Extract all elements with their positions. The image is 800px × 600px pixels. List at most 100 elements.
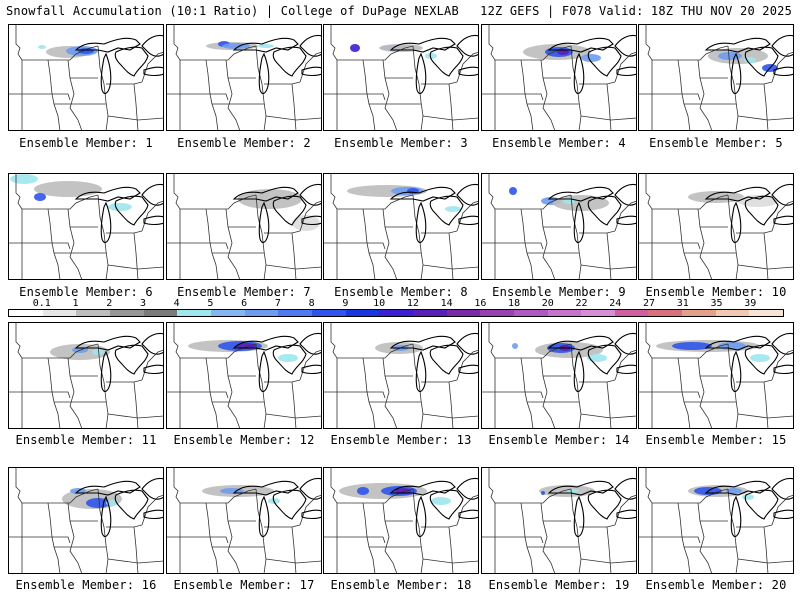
state-boundary xyxy=(225,357,241,429)
snowfall-area xyxy=(718,52,742,60)
member-caption-14: Ensemble Member: 14 xyxy=(488,433,630,447)
snowfall-map xyxy=(8,322,164,429)
snowfall-area xyxy=(688,191,744,203)
member-caption-10: Ensemble Member: 10 xyxy=(645,285,787,299)
great-lakes-shoreline xyxy=(547,335,614,351)
state-boundary xyxy=(540,59,556,131)
state-boundary xyxy=(180,343,257,359)
state-boundary xyxy=(15,173,23,280)
state-boundary xyxy=(382,502,398,574)
state-boundary xyxy=(107,264,164,270)
state-boundary xyxy=(422,558,479,564)
map-frame xyxy=(638,467,794,574)
snowfall-area xyxy=(567,489,579,493)
legend-swatch xyxy=(143,310,178,316)
great-lakes-shoreline xyxy=(429,195,464,226)
legend-swatch xyxy=(547,310,582,316)
snowfall-map xyxy=(638,173,794,280)
member-caption-18: Ensemble Member: 18 xyxy=(330,578,472,592)
state-boundary xyxy=(362,59,376,131)
state-boundary xyxy=(481,536,544,544)
legend-swatch xyxy=(244,310,279,316)
state-boundary xyxy=(520,208,534,280)
legend-color-bar xyxy=(8,309,784,317)
snowfall-area xyxy=(278,354,298,362)
great-lakes-shoreline xyxy=(458,364,479,375)
great-lakes-shoreline xyxy=(456,477,479,500)
legend-swatch xyxy=(749,310,784,316)
state-boundary xyxy=(580,413,637,419)
state-boundary xyxy=(166,242,229,250)
member-caption-1: Ensemble Member: 1 xyxy=(19,136,153,150)
snowfall-map xyxy=(166,24,322,131)
state-boundary xyxy=(448,83,454,131)
snowfall-area xyxy=(512,343,518,349)
map-frame xyxy=(166,322,322,429)
great-lakes-shoreline xyxy=(301,509,322,520)
state-boundary xyxy=(382,59,398,131)
member-map-19 xyxy=(481,467,637,574)
great-lakes-shoreline xyxy=(616,215,637,226)
great-lakes-shoreline xyxy=(232,480,299,496)
state-boundary xyxy=(763,232,769,280)
member-caption-15: Ensemble Member: 15 xyxy=(645,433,787,447)
state-boundary xyxy=(652,194,729,210)
member-caption-20: Ensemble Member: 20 xyxy=(645,578,787,592)
legend-swatch xyxy=(109,310,144,316)
state-boundary xyxy=(645,467,653,574)
state-boundary xyxy=(141,200,164,232)
map-background xyxy=(8,467,164,574)
snowfall-area xyxy=(509,187,517,195)
legend-swatch xyxy=(9,310,43,316)
state-boundary xyxy=(606,381,612,429)
state-boundary xyxy=(166,536,229,544)
legend-label: 1 xyxy=(72,298,79,309)
state-boundary xyxy=(737,413,794,419)
legend-swatch xyxy=(480,310,514,316)
state-boundary xyxy=(15,322,23,429)
state-boundary xyxy=(638,93,701,101)
state-boundary xyxy=(133,381,139,429)
state-boundary xyxy=(67,502,83,574)
great-lakes-shoreline xyxy=(773,66,794,77)
state-boundary xyxy=(481,242,544,250)
great-lakes-shoreline xyxy=(456,332,479,355)
member-caption-8: Ensemble Member: 8 xyxy=(334,285,468,299)
member-caption-17: Ensemble Member: 17 xyxy=(173,578,315,592)
great-lakes-shoreline xyxy=(143,66,164,77)
state-boundary xyxy=(382,208,398,280)
state-boundary xyxy=(520,502,534,574)
state-boundary xyxy=(495,194,572,210)
snowfall-area xyxy=(445,206,461,212)
member-map-14 xyxy=(481,322,637,429)
snowfall-map xyxy=(8,173,164,280)
legend-label: 7 xyxy=(274,298,281,309)
great-lakes-shoreline xyxy=(730,201,742,244)
great-lakes-shoreline xyxy=(744,344,779,375)
great-lakes-shoreline xyxy=(389,335,456,351)
legend-swatch xyxy=(446,310,481,316)
great-lakes-shoreline xyxy=(415,201,427,244)
map-frame xyxy=(8,467,164,574)
state-boundary xyxy=(737,115,794,121)
state-boundary xyxy=(638,391,701,399)
great-lakes-shoreline xyxy=(74,37,141,53)
legend-swatch xyxy=(311,310,346,316)
great-lakes-shoreline xyxy=(232,37,299,53)
map-background xyxy=(638,24,794,131)
member-map-9 xyxy=(481,173,637,280)
state-boundary xyxy=(737,264,794,270)
state-boundary xyxy=(638,536,701,544)
legend-label: 20 xyxy=(541,298,554,309)
state-boundary xyxy=(488,322,496,429)
great-lakes-shoreline xyxy=(100,350,112,393)
great-lakes-shoreline xyxy=(258,201,270,244)
state-boundary xyxy=(614,494,637,526)
great-lakes-shoreline xyxy=(100,495,112,538)
great-lakes-shoreline xyxy=(143,509,164,520)
member-caption-9: Ensemble Member: 9 xyxy=(492,285,626,299)
great-lakes-shoreline xyxy=(389,480,456,496)
great-lakes-shoreline xyxy=(587,195,622,226)
state-boundary xyxy=(8,93,71,101)
state-boundary xyxy=(22,194,99,210)
